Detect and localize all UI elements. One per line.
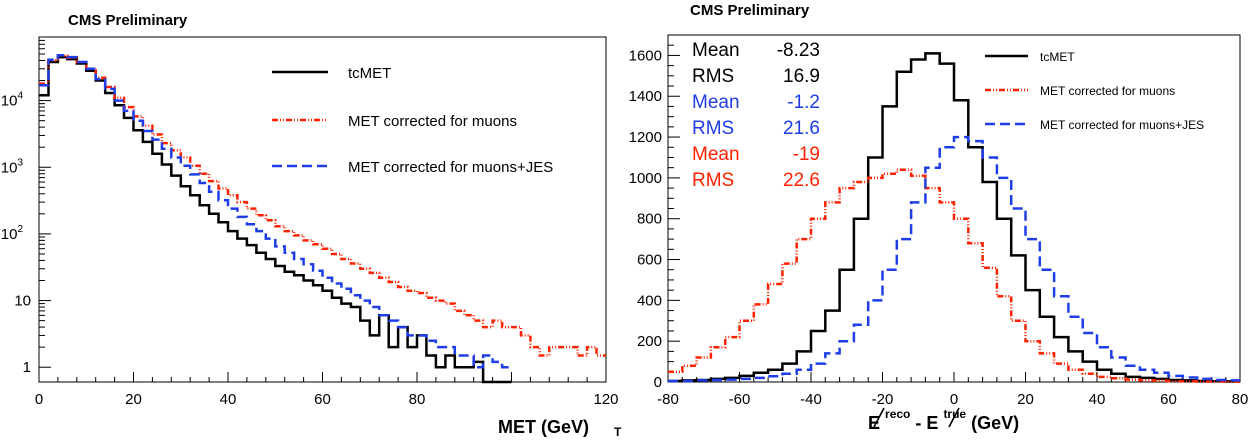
right-x-tick-label: 0 — [950, 391, 958, 408]
right-y-tick-label: 1400 — [629, 88, 662, 105]
right-y-tick-label: 1000 — [629, 170, 662, 187]
right-y-tick-label: 0 — [654, 374, 662, 391]
left-series-2-line — [39, 54, 606, 357]
right-stats-value: -1.2 — [787, 92, 820, 113]
right-stats-value: 16.9 — [783, 66, 820, 87]
right-legend-label: tcMET — [1040, 50, 1075, 64]
right-stats-label: Mean — [692, 144, 740, 165]
right-x-axis-label: E reco - E true (GeV) — [868, 402, 1019, 433]
left-chart-title: CMS Preliminary — [68, 12, 188, 29]
right-y-tick-label: 1200 — [629, 129, 662, 146]
right-series-1-line — [668, 52, 1240, 383]
right-stats-value: -19 — [793, 144, 820, 165]
right-y-tick-label: 400 — [637, 292, 662, 309]
left-met-histogram-panel: CMS Preliminary MET (GeV) T 0 20 40 60 80 120… — [1, 12, 622, 439]
right-stats-value: 21.6 — [783, 118, 820, 139]
left-legend-label: MET corrected for muons — [348, 113, 517, 130]
right-stats-label: RMS — [692, 170, 734, 191]
right-legend-label: MET corrected for muons — [1040, 84, 1175, 98]
right-stats-label: RMS — [692, 66, 734, 87]
left-x-tick-label: 120 — [593, 391, 618, 408]
left-y-tick-label: 103 — [1, 157, 24, 176]
left-x-tick-label: 40 — [220, 391, 237, 408]
right-y-tick-label: 1600 — [629, 47, 662, 64]
right-x-axis-label-part: E — [868, 413, 880, 433]
right-series-2-line — [668, 168, 1240, 384]
right-x-tick-label: 40 — [1089, 391, 1106, 408]
right-x-label-slash — [873, 407, 885, 428]
right-stats-value: -8.23 — [777, 40, 820, 61]
left-x-tick-label: 20 — [125, 391, 142, 408]
right-stats-label: RMS — [692, 118, 734, 139]
right-y-tick-label: 600 — [637, 252, 662, 269]
left-series-1-line — [39, 55, 512, 384]
right-x-axis-label-sup2: true — [943, 407, 966, 421]
left-y-tick-label: 104 — [1, 91, 24, 110]
left-legend-label: MET corrected for muons+JES — [348, 159, 553, 176]
right-y-tick-label: 200 — [637, 333, 662, 350]
left-x-axis-label-subscript: T — [614, 425, 622, 439]
left-x-tick-label: 0 — [35, 391, 43, 408]
left-series-3-line — [39, 53, 512, 369]
right-x-tick-label: -20 — [872, 391, 894, 408]
left-legend-label: tcMET — [348, 65, 391, 82]
right-x-tick-label: -60 — [729, 391, 751, 408]
left-x-tick-label: 80 — [409, 391, 426, 408]
left-y-tick-label: 1 — [23, 359, 31, 376]
right-stats-value: 22.6 — [783, 170, 820, 191]
right-series-3-line — [668, 135, 1240, 383]
right-x-tick-label: -80 — [657, 391, 679, 408]
left-plot-frame — [38, 36, 607, 383]
left-y-tick-label: 102 — [1, 224, 24, 243]
right-legend-label: MET corrected for muons+JES — [1040, 118, 1204, 132]
right-x-axis-label-sup1: reco — [885, 407, 910, 421]
right-met-resolution-panel: CMS Preliminary E reco - E true (GeV) -8… — [629, 2, 1249, 433]
right-x-tick-label: 80 — [1232, 391, 1249, 408]
left-y-tick-label: 10 — [14, 293, 31, 310]
right-stats-label: Mean — [692, 92, 740, 113]
left-x-tick-label: 60 — [314, 391, 331, 408]
right-x-axis-label-part: - E — [915, 413, 938, 433]
right-x-label-slash — [948, 407, 960, 428]
right-x-tick-label: -40 — [800, 391, 822, 408]
right-x-tick-label: 20 — [1017, 391, 1034, 408]
left-x-axis-label: MET (GeV) — [498, 417, 589, 437]
right-x-axis-label-part: (GeV) — [971, 413, 1019, 433]
right-stats-label: Mean — [692, 40, 740, 61]
right-x-tick-label: 60 — [1160, 391, 1177, 408]
right-chart-title: CMS Preliminary — [690, 2, 810, 19]
right-y-tick-label: 800 — [637, 211, 662, 228]
